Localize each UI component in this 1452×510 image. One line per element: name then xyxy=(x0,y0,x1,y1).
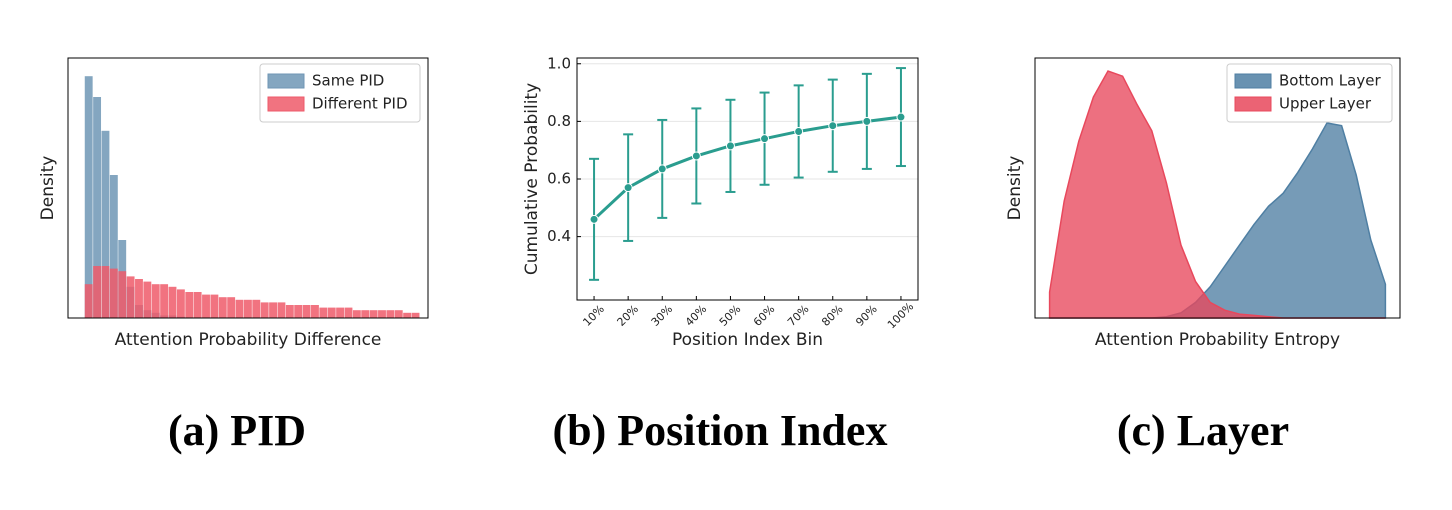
point xyxy=(862,116,872,126)
bar xyxy=(84,76,93,318)
bar xyxy=(277,302,286,318)
caption: (c) Layer xyxy=(1117,406,1289,455)
bar xyxy=(93,97,102,318)
line xyxy=(593,115,902,221)
bar xyxy=(101,266,110,318)
bar xyxy=(269,302,277,318)
bar xyxy=(311,305,319,318)
bar xyxy=(235,299,244,318)
x-tick-label: 80% xyxy=(819,302,845,328)
x-axis-label: Attention Probability Entropy xyxy=(1095,330,1340,350)
x-tick-label: 70% xyxy=(785,302,811,328)
bar xyxy=(202,294,210,318)
panel: Attention Probability Entropy Density (c) … xyxy=(1005,57,1401,455)
legend-label: Upper Layer xyxy=(1279,95,1372,113)
y-tick-label: 1.0 xyxy=(547,54,571,72)
point xyxy=(589,214,599,224)
bar xyxy=(327,307,336,318)
legend-label: Different PID xyxy=(312,95,408,113)
x-tick-label: 100% xyxy=(885,300,916,331)
bar xyxy=(302,305,311,318)
bar xyxy=(378,310,386,318)
point xyxy=(896,112,906,122)
x-tick-label: 40% xyxy=(683,302,709,328)
point xyxy=(760,134,770,144)
point xyxy=(623,183,633,193)
legend-swatch xyxy=(1234,96,1272,112)
bar xyxy=(352,310,361,318)
x-axis-label: Position Index Bin xyxy=(672,330,823,350)
x-tick-label: 50% xyxy=(717,302,743,328)
bar xyxy=(109,268,118,318)
x-tick-label: 30% xyxy=(649,302,675,328)
y-axis-label: Density xyxy=(1005,156,1025,221)
legend-swatch xyxy=(1234,73,1272,89)
bar xyxy=(84,284,93,318)
bar xyxy=(252,299,261,318)
legend: Same PID Different PID xyxy=(259,63,421,123)
bar xyxy=(126,276,135,318)
bar xyxy=(143,281,152,318)
bar xyxy=(101,130,110,318)
bar xyxy=(176,289,185,318)
point xyxy=(794,126,804,136)
caption: (a) PID xyxy=(168,406,306,455)
axes-frame xyxy=(576,57,919,301)
point xyxy=(725,141,735,151)
axes-frame xyxy=(1034,57,1401,319)
bar xyxy=(369,310,378,318)
panel: Attention Probability Difference Density (… xyxy=(38,57,429,455)
bar xyxy=(135,279,143,318)
legend-swatch xyxy=(267,73,305,89)
caption: (b) Position Index xyxy=(553,406,888,455)
point xyxy=(657,164,667,174)
bar xyxy=(243,299,252,318)
bar xyxy=(185,292,194,318)
legend-label: Bottom Layer xyxy=(1279,72,1381,90)
x-tick-label: 90% xyxy=(853,302,879,328)
bar xyxy=(118,271,127,318)
panel: 0.4 0.6 0.8 1.0 10% 20% 30% 40% 50% 60% 70% 80% 90% 1… xyxy=(522,54,919,455)
x-axis-label: Attention Probability Difference xyxy=(115,330,382,350)
bar xyxy=(260,302,269,318)
bar xyxy=(109,175,118,318)
bar xyxy=(394,310,403,318)
legend: Bottom Layer Upper Layer xyxy=(1226,63,1393,123)
x-tick-label: 10% xyxy=(580,302,606,328)
bar xyxy=(336,307,345,318)
point xyxy=(691,151,701,161)
bar xyxy=(210,294,219,318)
bar xyxy=(386,310,395,318)
bar xyxy=(151,284,160,318)
axes-frame xyxy=(67,57,429,319)
bar xyxy=(411,312,420,318)
y-tick-label: 0.4 xyxy=(547,227,571,245)
legend-swatch xyxy=(267,96,305,112)
y-tick-label: 0.8 xyxy=(547,112,571,130)
x-tick-label: 60% xyxy=(751,302,777,328)
bar xyxy=(193,292,202,318)
bar xyxy=(344,307,353,318)
y-tick-label: 0.6 xyxy=(547,170,571,188)
bar xyxy=(403,312,412,318)
point xyxy=(828,121,838,131)
bar xyxy=(285,305,294,318)
bar xyxy=(168,286,177,318)
bar xyxy=(361,310,370,318)
bar xyxy=(218,297,227,318)
y-axis-label: Density xyxy=(38,156,58,221)
bar xyxy=(227,297,236,318)
bar xyxy=(93,266,102,318)
y-axis-label: Cumulative Probability xyxy=(522,83,542,275)
bar xyxy=(160,284,169,318)
legend-label: Same PID xyxy=(312,72,384,90)
bar xyxy=(294,305,303,318)
x-tick-label: 20% xyxy=(615,302,641,328)
bar xyxy=(319,307,328,318)
